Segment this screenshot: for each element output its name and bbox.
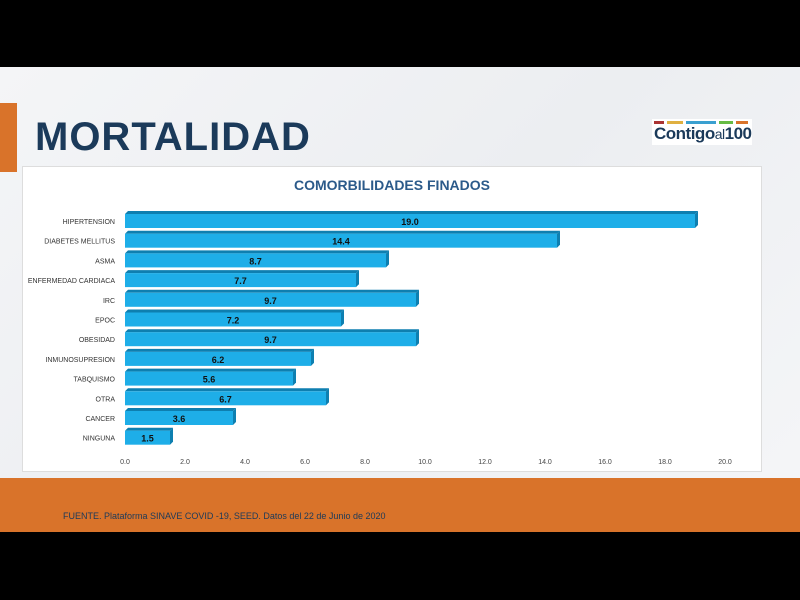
logo: Contigoal100 [652,119,752,145]
data-label: 6.2 [212,355,225,365]
bar-top [125,388,329,392]
category-label: TABQUISMO [74,377,116,384]
bar-side [326,388,329,406]
data-label: 9.7 [264,296,277,306]
category-label: OBESIDAD [79,337,115,344]
bar [125,391,326,406]
category-label: HIPERTENSION [63,219,115,226]
chart: COMORBILIDADES FINADOS HIPERTENSION 19.0 D… [22,166,762,472]
category-label: CANCER [85,416,115,423]
bar [125,312,341,327]
bar [125,351,311,366]
category-label: ENFERMEDAD CARDIACA [28,278,115,285]
bar-top [125,289,419,293]
bar [125,430,170,445]
data-label: 19.0 [401,217,419,227]
footer: FUENTE. Plataforma SINAVE COVID -19, SEE… [0,478,800,532]
bar-top [125,348,314,352]
bar [125,332,416,347]
x-tick-label: 14.0 [538,459,552,466]
accent-tab [0,103,17,172]
bar-side [695,211,698,228]
bar-side [356,270,359,288]
category-label: NINGUNA [83,436,116,443]
bar-top [125,211,698,214]
data-label: 7.2 [227,316,240,326]
data-label: 6.7 [219,394,232,404]
bar [125,253,386,268]
bar-chart-svg: HIPERTENSION 19.0 DIABETES MELLITUS 14.4 ASM… [28,211,732,466]
bar-top [125,270,359,274]
x-tick-label: 16.0 [598,459,612,466]
bar-side [311,348,314,366]
bar-top [125,309,344,313]
bar-side [386,250,389,268]
bar-side [293,368,296,386]
category-label: INMUNOSUPRESION [45,357,115,364]
bar-side [341,309,344,327]
bar-side [170,427,173,445]
x-tick-label: 20.0 [718,459,732,466]
x-tick-label: 10.0 [418,459,432,466]
bar [125,371,293,386]
category-label: OTRA [96,396,116,403]
chart-title: COMORBILIDADES FINADOS [294,177,490,193]
data-label: 8.7 [249,256,262,266]
data-label: 9.7 [264,335,277,345]
data-label: 1.5 [141,434,154,444]
bar [125,273,356,288]
x-tick-label: 2.0 [180,459,190,466]
data-label: 5.6 [203,375,216,385]
bar-top [125,230,560,234]
x-tick-label: 0.0 [120,459,130,466]
x-tick-label: 18.0 [658,459,672,466]
category-label: DIABETES MELLITUS [44,239,115,246]
category-label: EPOC [95,318,115,325]
bar-side [416,289,419,307]
x-tick-label: 8.0 [360,459,370,466]
bar-side [233,408,236,425]
bar-top [125,427,173,431]
bar [125,233,557,248]
bar [125,292,416,307]
bar-top [125,329,419,333]
page-title: MORTALIDAD [35,115,311,159]
bar-top [125,368,296,372]
source-note: FUENTE. Plataforma SINAVE COVID -19, SEE… [63,511,386,521]
bar-side [557,230,560,248]
bar-side [416,329,419,347]
bar-top [125,408,236,411]
bar-top [125,250,389,254]
data-label: 3.6 [173,414,186,424]
category-label: IRC [103,298,115,305]
category-label: ASMA [95,258,115,265]
x-tick-label: 12.0 [478,459,492,466]
x-tick-label: 4.0 [240,459,250,466]
bar [125,411,233,425]
data-label: 14.4 [332,237,350,247]
x-tick-label: 6.0 [300,459,310,466]
slide: MORTALIDAD Contigoal100 COMORBILIDADES F… [0,67,800,532]
bar [125,214,695,228]
data-label: 7.7 [234,276,247,286]
